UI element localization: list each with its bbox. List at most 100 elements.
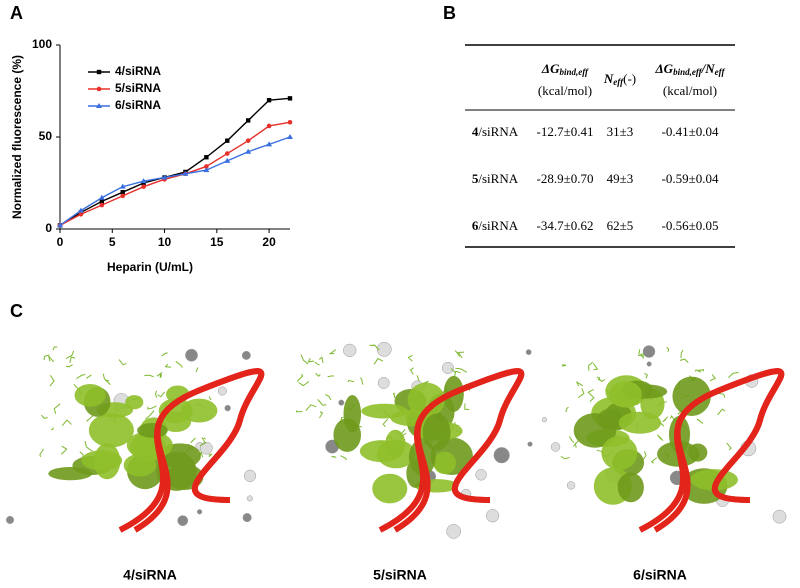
subscript: eff: [613, 77, 624, 87]
ion: [199, 441, 213, 455]
header-unit: (-): [623, 71, 636, 86]
polymer-stick: [392, 392, 396, 398]
polymer-stick: [39, 448, 44, 457]
polymer-stick: [145, 410, 155, 420]
symbol: ΔG: [655, 61, 674, 76]
polymer-stick: [340, 455, 347, 461]
polymer-stick: [409, 367, 414, 375]
polymer-stick: [373, 357, 384, 365]
polymer-stick: [208, 453, 213, 458]
cell: 31±3: [607, 124, 634, 139]
ion: [224, 404, 231, 412]
polymer-stick: [199, 437, 207, 447]
polymer-surface: [690, 469, 738, 491]
polymer-stick: [328, 349, 337, 355]
polymer-stick: [457, 351, 465, 359]
row-label-bold: 4: [472, 124, 479, 139]
cell: -34.7±0.62: [537, 218, 594, 233]
polymer-surface: [688, 443, 708, 462]
ion: [241, 350, 251, 360]
polymer-surface: [88, 413, 134, 448]
y-tick-label: 50: [39, 129, 53, 143]
polymer-stick: [86, 374, 92, 379]
polymer-surface: [372, 473, 408, 504]
polymer-stick: [295, 410, 303, 413]
polymer-stick: [666, 347, 670, 352]
polymer-stick: [147, 406, 154, 410]
ion: [493, 447, 510, 464]
legend-label: 4/siRNA: [115, 64, 161, 78]
polymer-stick: [650, 457, 658, 464]
polymer-stick: [84, 441, 93, 452]
polymer-stick: [718, 392, 726, 398]
polymer-stick: [574, 442, 577, 448]
polymer-stick: [679, 358, 689, 363]
polymer-stick: [49, 375, 55, 387]
polymer-stick: [296, 373, 304, 382]
polymer-stick: [118, 359, 127, 366]
row-label: 6/siRNA: [472, 218, 519, 233]
x-tick-label: 20: [262, 235, 276, 249]
polymer-stick: [464, 403, 470, 411]
polymer-surface: [137, 422, 168, 438]
polymer-surface: [74, 384, 106, 407]
row-label: 4/siRNA: [472, 124, 519, 139]
cell: -0.56±0.05: [662, 218, 719, 233]
legend-label: 5/siRNA: [115, 81, 161, 95]
marker: [245, 148, 252, 154]
polymer-stick: [575, 380, 584, 387]
polymer-stick: [382, 418, 389, 428]
polymer-surface: [333, 418, 362, 452]
polymer-stick: [565, 406, 569, 413]
polymer-stick: [416, 375, 420, 382]
marker: [182, 170, 189, 176]
polymer-stick: [86, 415, 94, 422]
marker: [204, 155, 209, 160]
table: ΔGbind,eff (kcal/mol) Neff(-) ΔGbind,eff…: [465, 44, 735, 248]
cell: 62±5: [607, 218, 634, 233]
polymer-stick: [589, 397, 594, 402]
polymer-stick: [208, 396, 212, 401]
header-cell: ΔGbind,eff/Neff: [655, 61, 726, 77]
polymer-stick: [305, 404, 317, 412]
marker: [287, 119, 293, 125]
images: 4/siRNA 5/siRNA 6/siRNA: [6, 341, 787, 583]
x-tick-label: 5: [109, 235, 116, 249]
ion: [541, 417, 548, 423]
ion: [242, 513, 252, 523]
legend-marker: [96, 69, 102, 75]
cell: -0.59±0.04: [662, 171, 719, 186]
marker: [140, 178, 147, 184]
panel-label: A: [10, 3, 23, 23]
polymer-stick: [203, 437, 206, 440]
polymer-stick: [697, 369, 704, 372]
polymer-stick: [314, 361, 320, 366]
marker: [77, 207, 84, 213]
header-cell: ΔGbind,eff: [541, 61, 589, 77]
x-axis-label: Heparin (U/mL): [107, 260, 193, 274]
polymer-stick: [156, 371, 163, 378]
ion: [243, 469, 257, 482]
polymer-stick: [454, 350, 461, 357]
polymer-surface: [617, 472, 644, 503]
polymer-stick: [161, 352, 168, 357]
polymer-surface: [376, 439, 416, 469]
header-unit: (kcal/mol): [538, 83, 592, 98]
polymer-stick: [455, 367, 467, 373]
row-label-text: /siRNA: [478, 124, 518, 139]
polymer-stick: [587, 389, 595, 399]
marker: [287, 96, 293, 101]
polymer-surface: [407, 382, 446, 418]
marker: [78, 211, 84, 217]
polymer-stick: [318, 356, 324, 363]
polymer-stick: [359, 377, 364, 385]
polymer-stick: [577, 388, 585, 399]
marker: [287, 134, 293, 139]
polymer-stick: [561, 364, 567, 367]
polymer-stick: [347, 379, 355, 383]
polymer-stick: [680, 349, 684, 359]
polymer-stick: [596, 376, 606, 383]
polymer-surface: [672, 376, 711, 416]
